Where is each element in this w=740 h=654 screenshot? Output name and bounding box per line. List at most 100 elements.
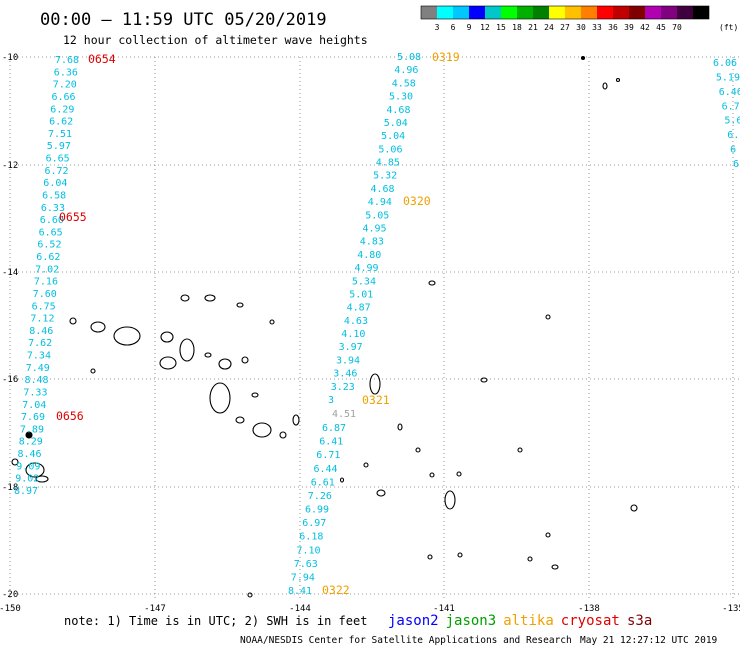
wave-height-label: 6.65 [39,227,63,238]
island-outline [429,472,435,478]
wave-height-label: 5.32 [373,171,397,182]
wave-height-label: 7.12 [30,314,54,325]
wave-height-label: 5.01 [349,290,373,301]
wave-height-label: 6.62 [36,252,60,263]
wave-height-label: 4.94 [368,197,392,208]
wave-height-label: 7.51 [48,129,72,140]
wave-height-label: 8.48 [25,375,49,386]
legend-swatch [565,6,581,19]
legend-label: 36 [608,23,618,32]
wave-height-label: 9.02 [15,474,39,485]
x-tick-label: -150 [0,604,21,614]
wave-height-label: 4.68 [386,105,410,116]
wave-height-label: 7.33 [23,388,47,399]
island-outline [236,302,244,308]
wave-height-label: 6.18 [299,532,323,543]
island-outline [180,294,190,302]
wave-height-label: 5.34 [352,276,376,287]
wave-height-label: 6.04 [43,178,67,189]
time-label-0654: 0654 [88,52,116,66]
wave-height-label: 6.66 [52,92,76,103]
x-tick-label: -138 [578,604,600,614]
wave-height-label: 7.69 [21,412,45,423]
wave-height-label: 7.49 [26,363,50,374]
wave-height-label: 9.09 [16,461,40,472]
wave-height-label: 5.19 [716,72,740,83]
legend-label: 18 [512,23,522,32]
island-outline [269,319,275,325]
time-label-0656: 0656 [56,409,84,423]
wave-height-label: 6.73 [722,101,740,112]
wave-height-label: 4.83 [360,237,384,248]
wave-height-label: 4.85 [376,158,400,169]
wave-track-c: 6.06 5.19 6.46 6.73 5.6 6.2 6 6 [713,58,740,170]
legend-label: 70 [672,23,682,32]
legend-swatch [453,6,469,19]
island-outline [444,490,456,510]
wave-height-label: 7.34 [27,351,51,362]
island-outline [179,338,195,362]
island-outline [369,373,381,395]
island-outline [517,447,523,453]
satellite-label: cryosat [561,613,620,629]
wave-height-label: 8.46 [29,326,53,337]
island-outline [204,294,216,302]
footer-note: note: 1) Time is in UTC; 2) SWH is in fe… [64,614,367,628]
wave-height-label: 7.10 [297,545,321,556]
island-outline [615,77,621,83]
wave-height-label: 7.04 [22,400,46,411]
time-label-0320: 0320 [403,194,431,208]
y-tick-label: -18 [2,483,18,493]
wave-height-label: 6.58 [42,191,66,202]
wave-height-label: 4.80 [357,250,381,261]
island-outline [69,317,77,325]
x-tick-label: -135 [722,604,740,614]
island-outline [204,352,212,358]
legend-label: 12 [480,23,490,32]
legend-swatch [693,6,709,19]
wave-height-label: 8.29 [19,437,43,448]
wave-height-label: 4.96 [394,65,418,76]
wave-height-label: 6.75 [32,301,56,312]
island-outline [428,280,436,286]
island-outline [363,462,369,468]
wave-height-label: 6.36 [54,67,78,78]
wave-height-label: 6.72 [45,166,69,177]
legend-swatch [549,6,565,19]
wave-height-label: 4.58 [392,78,416,89]
island-dot [25,431,33,439]
wave-height-label: 7.89 [20,424,44,435]
wave-height-label: 6.44 [314,464,338,475]
legend-swatch [501,6,517,19]
wave-height-label: 6.29 [50,104,74,115]
island-outline [90,321,106,333]
wave-height-label: 6.62 [49,117,73,128]
wave-height-label: 4.68 [371,184,395,195]
wave-height-label: 5.05 [365,210,389,221]
island-dot [580,55,586,61]
legend-swatch [661,6,677,19]
wave-height-label: 4.87 [347,303,371,314]
axis-labels: -150 -147 -144 -141 -138 -135 -10 -12 -14 -16 -18 -… [0,53,740,614]
legend-label: 24 [544,23,554,32]
grid-lines [9,56,740,600]
island-outline [159,356,177,370]
legend-swatch [613,6,629,19]
wave-height-label: 5.06 [378,144,402,155]
legend-label: 33 [592,23,602,32]
island-outline [160,331,174,343]
wave-track-a: 7.686.367.206.666.296.627.515.976.656.72… [14,55,79,497]
island-outline [545,314,551,320]
wave-height-label: 6.46 [719,87,740,98]
wave-height-label: 6.99 [305,505,329,516]
legend-label: 9 [467,23,472,32]
legend-label: 3 [435,23,440,32]
island-outline [339,477,345,483]
island-outline [11,458,19,466]
wave-height-label: 7.68 [55,55,79,66]
wave-height-label: 4.10 [341,329,365,340]
wave-height-label: 6.61 [311,477,335,488]
wave-height-label: 5.97 [47,141,71,152]
